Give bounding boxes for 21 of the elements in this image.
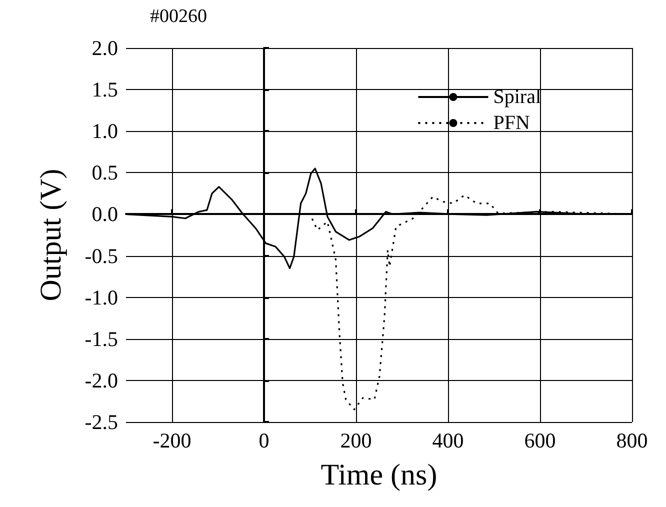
y-tick-label: -2.0 (84, 368, 118, 392)
y-axis-title: Output (V) (34, 168, 68, 302)
chart-title: #00260 (150, 6, 207, 27)
x-tick-label: 0 (258, 428, 270, 452)
y-tick-label: -1.5 (84, 326, 118, 351)
x-axis-title: Time (ns) (320, 458, 438, 492)
legend-label: PFN (493, 112, 530, 134)
y-tick-label: 1.5 (92, 78, 118, 102)
y-tick-label: -1.0 (84, 285, 118, 310)
y-tick-label: 0.5 (92, 160, 118, 185)
y-tick-label: 2.0 (92, 36, 118, 60)
y-tick-label: -2.5 (84, 410, 118, 434)
x-tick-label: 600 (524, 428, 556, 452)
x-tick-label: 400 (432, 428, 464, 452)
y-tick-label: 1.0 (92, 119, 118, 144)
x-tick-label: 200 (340, 428, 372, 452)
x-tick-label: -200 (152, 428, 192, 452)
legend-label: Spiral (493, 86, 542, 108)
y-tick-label: 0.0 (92, 202, 118, 226)
x-tick-label: 800 (616, 428, 648, 452)
y-tick-label: -0.5 (84, 244, 118, 268)
